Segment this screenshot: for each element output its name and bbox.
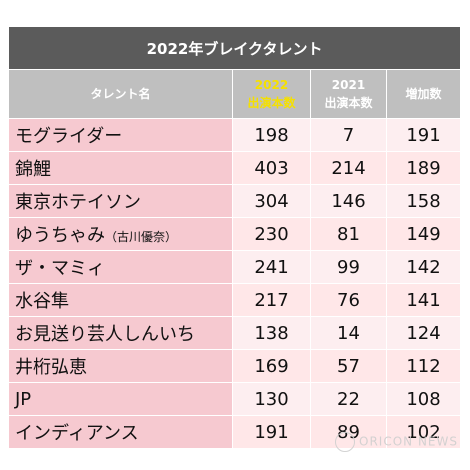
talent-name: JP [15,388,32,410]
table-row: 井桁弘恵 169 57 112 [8,349,462,383]
talent-name: インディアンス [15,423,139,444]
talent-name: ゆうちゃみ [15,225,105,246]
appearances-2021-cell: 146 [310,184,387,218]
table-row: 東京ホテイソン 304 146 158 [8,184,462,218]
table-row: ザ・マミィ 241 99 142 [8,250,462,284]
appearances-2022-cell: 403 [232,151,311,185]
talent-name-cell: お見送り芸人しんいち [8,316,233,350]
increase-cell: 124 [385,316,462,350]
talent-name: お見送り芸人しんいち [15,324,195,345]
table-header-row: タレント名 2022 出演本数 2021 出演本数 増加数 [8,69,462,119]
header-2021-label: 出演本数 [324,96,373,110]
header-2022-appearances: 2022 出演本数 [232,69,311,119]
talent-name-cell: JP [8,382,233,416]
oricon-news-watermark: ORICON NEWS [335,432,458,452]
header-increase: 増加数 [385,69,462,119]
increase-cell: 149 [385,217,462,251]
talent-name-cell: 東京ホテイソン [8,184,233,218]
watermark-text: ORICON NEWS [359,434,458,449]
table-row: 水谷隼 217 76 141 [8,283,462,317]
talent-name-cell: モグライダー [8,118,233,152]
talent-name-cell: 井桁弘恵 [8,349,233,383]
table-body: モグライダー 198 7 191 錦鯉 403 214 189 東京ホテイソン 304 146 158… [8,118,462,449]
talent-name-cell: ザ・マミィ [8,250,233,284]
talent-name: モグライダー [15,126,123,147]
table-row: モグライダー 198 7 191 [8,118,462,152]
appearances-2022-cell: 198 [232,118,311,152]
appearances-2022-cell: 230 [232,217,311,251]
table-row: インディアンス 191 89 102 [8,415,462,449]
table-row: JP 130 22 108 [8,382,462,416]
header-2022-year: 2022 [254,78,289,92]
appearances-2021-cell: 22 [310,382,387,416]
ranking-table: 2022年ブレイクタレント タレント名 2022 出演本数 2021 出演本数 … [7,26,462,449]
table-row: お見送り芸人しんいち 138 14 124 [8,316,462,350]
increase-cell: 158 [385,184,462,218]
talent-name: 東京ホテイソン [15,192,141,213]
oricon-logo-icon [335,432,356,452]
talent-name: 水谷隼 [15,291,69,312]
talent-name: ザ・マミィ [15,258,105,279]
talent-name-cell: 水谷隼 [8,283,233,317]
increase-cell: 189 [385,151,462,185]
appearances-2022-cell: 217 [232,283,311,317]
table-title: 2022年ブレイクタレント [7,26,462,70]
increase-cell: 141 [385,283,462,317]
table-row: 錦鯉 403 214 189 [8,151,462,185]
increase-cell: 112 [385,349,462,383]
appearances-2021-cell: 14 [310,316,387,350]
header-2022-label: 出演本数 [247,96,296,110]
header-2021-appearances: 2021 出演本数 [310,69,387,119]
appearances-2022-cell: 241 [232,250,311,284]
appearances-2022-cell: 304 [232,184,311,218]
increase-cell: 102 [385,415,462,449]
appearances-2022-cell: 138 [232,316,311,350]
appearances-2021-cell: 214 [310,151,387,185]
table-title-row: 2022年ブレイクタレント [7,26,462,70]
appearances-2021-cell: 57 [310,349,387,383]
header-2021-year: 2021 [331,78,366,92]
talent-name-cell: 錦鯉 [8,151,233,185]
talent-name: 錦鯉 [15,159,51,180]
table-row: ゆうちゃみ（古川優奈） 230 81 149 [8,217,462,251]
appearances-2021-cell: 76 [310,283,387,317]
appearances-2022-cell: 169 [232,349,311,383]
header-talent-name: タレント名 [8,69,233,119]
appearances-2021-cell: 7 [310,118,387,152]
appearances-2021-cell: 99 [310,250,387,284]
increase-cell: 191 [385,118,462,152]
talent-name-cell: インディアンス [8,415,233,449]
talent-real-name: （古川優奈） [105,230,178,244]
talent-name-cell: ゆうちゃみ（古川優奈） [8,217,233,251]
appearances-2022-cell: 130 [232,382,311,416]
talent-name: 井桁弘恵 [15,357,87,378]
ranking-table-container: 2022年ブレイクタレント タレント名 2022 出演本数 2021 出演本数 … [7,26,462,449]
appearances-2021-cell: 81 [310,217,387,251]
appearances-2022-cell: 191 [232,415,311,449]
increase-cell: 142 [385,250,462,284]
increase-cell: 108 [385,382,462,416]
